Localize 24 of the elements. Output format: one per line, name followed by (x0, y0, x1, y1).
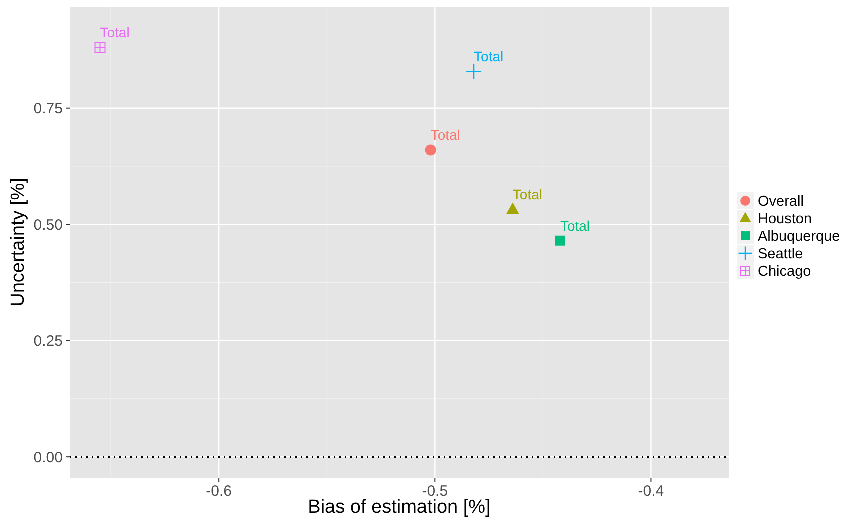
y-tick-label: 0.50 (34, 216, 63, 234)
annotation: Total (474, 48, 504, 65)
point (466, 64, 482, 80)
legend-label: Overall (758, 194, 804, 210)
x-tick-label: -0.6 (206, 483, 232, 500)
y-axis-title: Uncertainty [%] (8, 178, 29, 307)
y-tick-label: 0.75 (34, 100, 63, 118)
legend-label: Seattle (758, 246, 804, 263)
point (555, 236, 566, 246)
point (94, 42, 106, 53)
y-tick-label: 0.25 (34, 333, 63, 350)
y-tick-label: 0.00 (34, 449, 63, 466)
annotation: Total (560, 218, 590, 234)
legend-label: Chicago (758, 264, 812, 280)
legend-label: Houston (758, 212, 812, 228)
x-tick-label: -0.5 (422, 483, 448, 500)
point (506, 202, 520, 214)
x-tick-label: -0.4 (638, 483, 664, 500)
x-axis-title: Bias of estimation [%] (308, 497, 491, 518)
point (425, 144, 436, 156)
annotation: Total (430, 127, 460, 144)
legend-label: Albuquerque (758, 229, 840, 246)
annotation: Total (512, 186, 543, 203)
annotation: Total (100, 24, 130, 40)
